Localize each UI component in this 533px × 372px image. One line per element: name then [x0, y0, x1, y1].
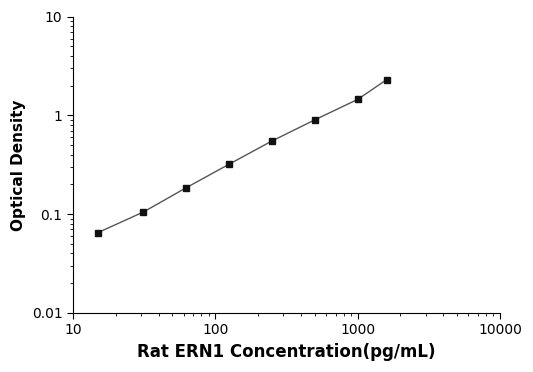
Y-axis label: Optical Density: Optical Density [11, 99, 26, 231]
X-axis label: Rat ERN1 Concentration(pg/mL): Rat ERN1 Concentration(pg/mL) [137, 343, 435, 361]
